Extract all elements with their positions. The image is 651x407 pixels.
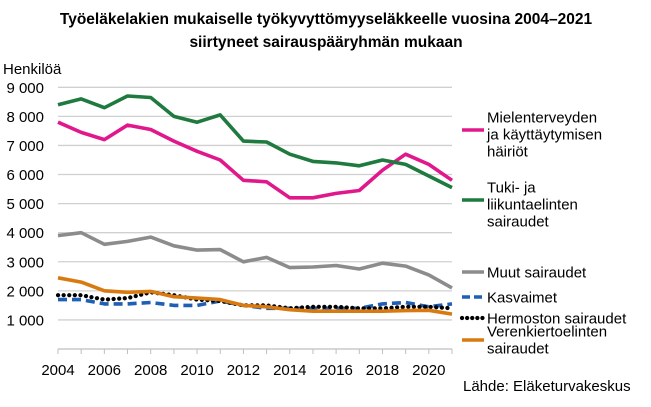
legend-label: sairaudet <box>487 214 550 231</box>
legend-label: sairaudet <box>487 341 550 358</box>
legend-label: Verenkiertoelinten <box>487 324 607 341</box>
legend-label: Mielenterveyden <box>487 110 597 127</box>
legend-label: Muut sairaudet <box>487 265 587 282</box>
series-line-2 <box>57 230 453 290</box>
series-line-4 <box>55 290 455 311</box>
x-tick-label: 2014 <box>273 362 306 379</box>
x-tick-label: 2018 <box>366 362 399 379</box>
x-tick-label: 2004 <box>41 362 74 379</box>
y-tick-label: 4 000 <box>6 225 44 242</box>
series-line-1 <box>57 94 453 190</box>
y-tick-label: 1 000 <box>6 312 44 329</box>
x-tick-label: 2010 <box>180 362 213 379</box>
legend-label: liikuntaelinten <box>487 197 578 214</box>
y-tick-label: 8 000 <box>6 109 44 126</box>
y-tick-label: 2 000 <box>6 283 44 300</box>
y-tick-label: 6 000 <box>6 167 44 184</box>
y-tick-label: 5 000 <box>6 196 44 213</box>
x-tick-label: 2016 <box>319 362 352 379</box>
x-tick-label: 2008 <box>134 362 167 379</box>
y-axis-label: Henkilöä <box>3 61 62 78</box>
legend-label: Hermoston sairaudet <box>487 311 627 328</box>
legend-label: ja käyttäytymisen <box>486 127 602 144</box>
legend-label: Kasvaimet <box>487 290 558 307</box>
legend-label: häiriöt <box>487 144 529 161</box>
series-line-5 <box>57 276 453 316</box>
y-tick-label: 7 000 <box>6 138 44 155</box>
x-tick-label: 2020 <box>412 362 445 379</box>
chart-title-line-2: siirtyneet sairauspääryhmän mukaan <box>189 34 462 51</box>
y-tick-label: 9 000 <box>6 80 44 97</box>
chart-title-line-1: Työeläkelakien mukaiselle työkyvyttömyys… <box>60 11 593 28</box>
x-tick-label: 2012 <box>227 362 260 379</box>
series-line-0 <box>57 120 454 200</box>
source-note: Lähde: Eläketurvakeskus <box>463 378 631 395</box>
y-tick-label: 3 000 <box>6 254 44 271</box>
legend-label: Tuki- ja <box>487 180 536 197</box>
x-tick-label: 2006 <box>88 362 121 379</box>
